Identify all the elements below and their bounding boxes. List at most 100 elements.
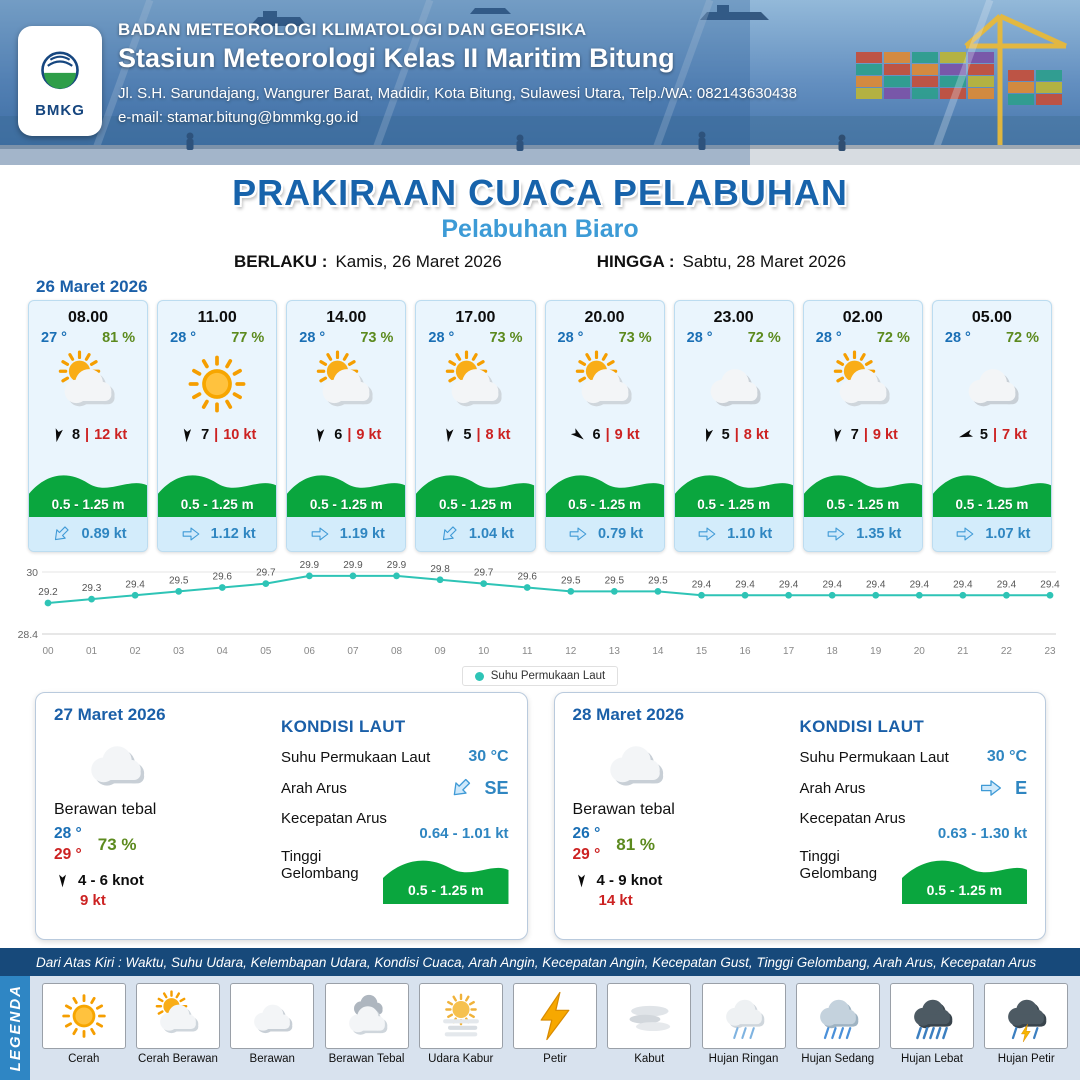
chart-legend-label: Suhu Permukaan Laut <box>490 670 606 682</box>
current-speed-label: Kecepatan Arus <box>281 810 387 827</box>
wind-direction-icon <box>697 424 719 446</box>
wave-height-value: 0.5 - 1.25 m <box>568 497 641 512</box>
current-direction-icon <box>308 524 332 544</box>
separator: | <box>347 427 352 443</box>
legend-weather-icon <box>230 983 315 1049</box>
svg-text:21: 21 <box>957 646 969 657</box>
air-temperature: 28 ° <box>815 330 842 346</box>
wave-shape <box>803 475 922 517</box>
legend-item-label: Hujan Lebat <box>900 1053 964 1065</box>
condition-text: Berawan tebal <box>54 801 157 818</box>
sst-label: Suhu Permukaan Laut <box>799 748 949 766</box>
daily-date: 27 Maret 2026 <box>54 705 166 724</box>
hourly-forecast-row: 08.00 27 ° 81 % 8 | 12 kt 0.5 - 1.25 m <box>28 300 1052 552</box>
svg-text:29.4: 29.4 <box>822 579 842 590</box>
current-row: 1.07 kt <box>932 517 1051 551</box>
wave-height-value: 0.5 - 1.25 m <box>309 497 383 512</box>
berlaku-value: Kamis, 26 Maret 2026 <box>335 252 502 271</box>
validity-row: BERLAKU : Kamis, 26 Maret 2026 HINGGA : … <box>0 252 1080 272</box>
header: BMKG BADAN METEOROLOGI KLIMATOLOGI DAN G… <box>0 0 1080 165</box>
legend-weather-icon <box>984 983 1069 1049</box>
wave-height-value: 0.5 - 1.25 m <box>51 497 125 512</box>
header-text: BADAN METEOROLOGI KLIMATOLOGI DAN GEOFIS… <box>118 20 797 126</box>
svg-text:29.4: 29.4 <box>779 579 799 590</box>
current-direction-icon <box>953 524 977 544</box>
forecast-time: 23.00 <box>713 309 754 326</box>
berlaku-label: BERLAKU : <box>233 252 328 271</box>
legend-item: Hujan Sedang <box>793 983 882 1066</box>
legend-item-label: Cerah Berawan <box>138 1053 218 1065</box>
temp-humidity-row: 28 ° 77 % <box>158 327 276 346</box>
wave-height-value: 0.5 - 1.25 m <box>697 497 771 512</box>
weather-condition-icon <box>804 346 922 422</box>
forecast-time: 20.00 <box>584 309 625 326</box>
gust-speed: 9 kt <box>614 427 640 443</box>
wind-row: 7 | 9 kt <box>804 422 922 448</box>
svg-text:17: 17 <box>783 646 795 657</box>
wind-speed: 7 <box>201 427 210 443</box>
wind-direction-icon <box>310 425 330 445</box>
wind-speed: 8 <box>71 427 81 443</box>
wind-direction-icon <box>177 425 196 444</box>
current-direction-text: SE <box>484 777 509 798</box>
wave-height-band: 0.5 - 1.25 m <box>545 460 664 517</box>
svg-text:29.6: 29.6 <box>213 572 233 583</box>
current-row: 1.19 kt <box>287 517 406 551</box>
svg-text:29.5: 29.5 <box>648 575 668 586</box>
wave-shape <box>158 475 277 517</box>
current-speed: 1.10 kt <box>727 526 773 542</box>
svg-text:12: 12 <box>565 646 577 657</box>
weather-condition-icon <box>933 346 1051 422</box>
svg-text:30: 30 <box>26 567 38 579</box>
svg-text:06: 06 <box>304 646 316 657</box>
daily-card-28: 28 Maret 2026 Berawan tebal 26 ° 29 ° 81… <box>553 692 1047 940</box>
wave-height-band: 0.5 - 1.25 m <box>803 460 922 517</box>
station-name: Stasiun Meteorologi Kelas II Maritim Bit… <box>118 43 675 73</box>
svg-text:29.7: 29.7 <box>474 568 494 579</box>
humidity: 77 % <box>231 330 265 346</box>
svg-text:29.4: 29.4 <box>692 579 712 590</box>
legend-item: Petir <box>511 983 600 1066</box>
separator: | <box>992 427 997 443</box>
svg-text:29.3: 29.3 <box>82 583 102 594</box>
weather-condition-icon <box>546 346 664 422</box>
forecast-time: 02.00 <box>842 309 883 326</box>
temp-max: 29 ° <box>572 845 601 863</box>
page-title: PRAKIRAAN CUACA PELABUHAN <box>232 172 848 213</box>
temp-max: 29 ° <box>54 845 82 863</box>
current-direction-icon <box>441 769 479 807</box>
gust-speed: 14 kt <box>598 891 633 909</box>
temp-humidity-row: 27 ° 81 % <box>29 327 147 346</box>
gust-speed: 8 kt <box>743 427 769 443</box>
gust-speed: 9 kt <box>872 427 898 443</box>
svg-text:29.5: 29.5 <box>605 575 625 586</box>
daily-weather-panel: 28 Maret 2026 Berawan tebal 26 ° 29 ° 81… <box>573 705 788 927</box>
bmkg-logo-icon <box>41 50 79 89</box>
wave-shape <box>416 475 535 517</box>
svg-text:13: 13 <box>609 646 621 657</box>
humidity: 81 % <box>102 330 136 346</box>
wind-speed: 5 <box>463 427 472 443</box>
title-block: PRAKIRAAN CUACA PELABUHAN Pelabuhan Biar… <box>0 172 1080 272</box>
temp-humidity-row: 28 ° 73 % <box>546 327 664 346</box>
wave-height-label: Tinggi Gelombang <box>281 848 359 882</box>
legend-dot-icon <box>474 671 484 681</box>
legend-note: Dari Atas Kiri : Waktu, Suhu Udara, Kele… <box>0 948 1080 976</box>
current-row: 0.89 kt <box>29 517 148 551</box>
wind-speed: 7 <box>850 427 859 443</box>
forecast-card: 14.00 28 ° 73 % 6 | 9 kt 0.5 - 1.25 m <box>286 300 407 552</box>
forecast-card: 08.00 27 ° 81 % 8 | 12 kt 0.5 - 1.25 m <box>28 300 149 552</box>
wave-height-band: 0.5 - 1.25 m <box>932 460 1051 517</box>
separator: | <box>605 427 610 443</box>
wind-speed: 5 <box>979 427 988 443</box>
temps-row: 26 ° 29 ° 81 % <box>573 824 788 866</box>
harbor-illustration <box>0 0 1080 165</box>
sea-condition-panel: KONDISI LAUT Suhu Permukaan Laut 30 °C A… <box>800 705 1028 927</box>
gust-speed: 9 kt <box>80 891 106 909</box>
separator: | <box>863 427 868 443</box>
hingga-value: Sabtu, 28 Maret 2026 <box>682 252 847 271</box>
svg-text:29.7: 29.7 <box>256 568 276 579</box>
sea-condition-panel: KONDISI LAUT Suhu Permukaan Laut 30 °C A… <box>281 705 509 927</box>
wave-height-value: 0.5 - 1.25 m <box>955 497 1029 512</box>
humidity: 73 % <box>618 330 652 346</box>
